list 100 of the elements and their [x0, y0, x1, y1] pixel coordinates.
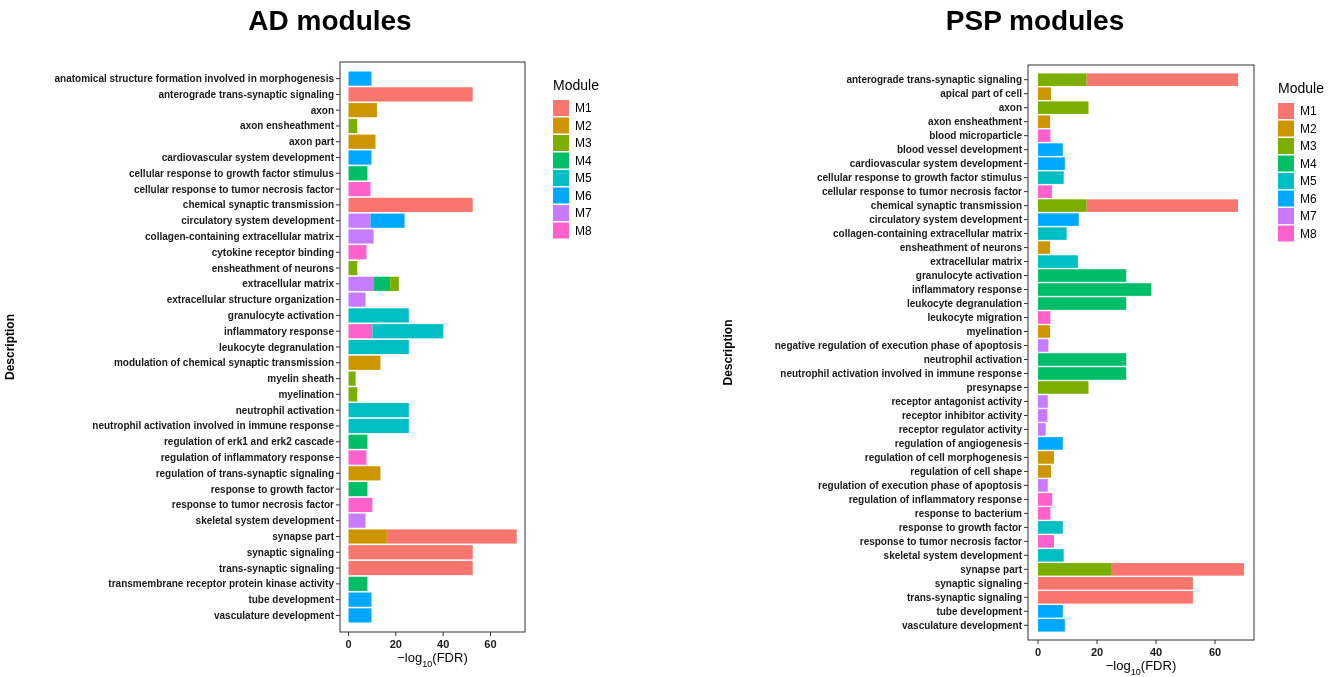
bar: [1038, 199, 1087, 212]
bar: [374, 276, 391, 291]
legend-label: M6: [1300, 191, 1317, 206]
legend-label: M8: [1300, 226, 1317, 241]
bar: [1038, 241, 1051, 254]
y-tick-label: cardiovascular system development: [161, 152, 335, 164]
bar: [1038, 171, 1064, 184]
y-tick-label: skeletal system development: [883, 549, 1023, 561]
y-tick-label: neutrophil activation: [235, 404, 334, 416]
bar: [390, 276, 399, 291]
y-tick-label: chemical synaptic transmission: [182, 199, 334, 211]
y-tick-label: regulation of cell shape: [910, 465, 1023, 477]
legend-label: M2: [1300, 121, 1317, 136]
y-tick-label: vasculature development: [901, 619, 1023, 631]
y-tick-label: regulation of angiogenesis: [894, 437, 1023, 449]
bar: [1038, 549, 1064, 562]
x-tick-label: 40: [1149, 646, 1163, 658]
bar: [1086, 199, 1239, 212]
y-tick-label: neutrophil activation involved in immune response: [92, 420, 335, 432]
legend-label: M6: [575, 188, 592, 203]
y-tick-label: axon: [310, 104, 334, 116]
y-tick-label: transmembrane receptor protein kinase activity: [108, 578, 335, 590]
legend-title: Module: [553, 77, 600, 93]
bar: [348, 87, 473, 102]
y-tick-label: inflammatory response: [223, 325, 335, 337]
bar: [1038, 129, 1051, 142]
legend-label: M4: [575, 153, 592, 168]
bar: [1038, 325, 1051, 338]
bar: [1038, 437, 1063, 450]
bar: [348, 166, 368, 181]
y-tick-label: inflammatory response: [911, 284, 1023, 296]
legend-title: Module: [1278, 80, 1325, 96]
y-tick-label: response to tumor necrosis factor: [859, 535, 1023, 547]
bar: [348, 560, 473, 576]
y-tick-label: anatomical structure formation involved in morphogenesis: [54, 73, 335, 85]
bar: [348, 339, 409, 355]
y-tick-label: negative regulation of execution phase of apoptosis: [774, 340, 1023, 351]
y-tick-label: trans-synaptic signaling: [218, 562, 334, 574]
y-tick-label: receptor regulator activity: [898, 423, 1023, 435]
bar: [1038, 535, 1054, 548]
y-axis-title: Description: [3, 313, 17, 381]
y-tick-label: regulation of trans-synaptic signaling: [155, 467, 334, 479]
bar: [348, 182, 371, 197]
bar: [1038, 73, 1087, 86]
x-tick-label: 60: [484, 638, 497, 650]
bar: [348, 513, 366, 528]
bar: [348, 292, 366, 307]
y-tick-label: ensheathment of neurons: [211, 262, 335, 274]
x-tick-label: 40: [437, 638, 450, 650]
y-tick-label: synapse part: [272, 530, 335, 542]
y-tick-label: extracellular matrix: [930, 256, 1023, 268]
x-tick-label: 60: [1208, 646, 1222, 658]
bar: [1086, 73, 1239, 86]
y-axis-title: Description: [721, 319, 735, 386]
y-tick-label: regulation of erk1 and erk2 cascade: [163, 436, 335, 448]
y-tick-label: cellular response to growth factor stimulus: [128, 167, 335, 179]
y-tick-label: neutrophil activation: [923, 354, 1022, 365]
bar: [1038, 227, 1067, 240]
y-tick-label: myelin sheath: [267, 373, 334, 385]
y-tick-label: cellular response to tumor necrosis factor: [133, 183, 335, 195]
legend-label: M7: [575, 206, 592, 221]
y-tick-label: leukocyte migration: [927, 312, 1022, 324]
bar: [348, 482, 368, 497]
bar: [1038, 479, 1048, 492]
y-tick-label: response to growth factor: [210, 483, 335, 495]
y-tick-label: synapse part: [960, 563, 1023, 575]
y-tick-label: response to bacterium: [914, 507, 1023, 519]
y-tick-label: presynapse: [966, 381, 1023, 393]
bar: [1038, 185, 1052, 198]
legend-label: M3: [1300, 139, 1317, 154]
y-tick-label: circulatory system development: [181, 215, 335, 227]
y-tick-label: blood vessel development: [896, 144, 1023, 156]
bar: [1038, 115, 1051, 128]
y-tick-label: cellular response to growth factor stimulus: [816, 172, 1023, 184]
bar: [348, 260, 358, 276]
bar: [1038, 563, 1112, 576]
bar: [348, 497, 373, 512]
y-tick-label: collagen-containing extracellular matrix: [833, 228, 1023, 240]
y-tick-label: synaptic signaling: [246, 546, 334, 558]
bar: [348, 466, 381, 481]
bar: [348, 197, 473, 212]
y-tick-label: regulation of inflammatory response: [160, 452, 335, 464]
legend-label: M7: [1300, 209, 1317, 224]
y-tick-label: extracellular matrix: [242, 278, 335, 290]
y-tick-label: vasculature development: [213, 609, 335, 621]
y-tick-label: ensheathment of neurons: [899, 242, 1023, 254]
bar: [348, 245, 367, 260]
legend-label: M5: [1300, 174, 1317, 189]
bar: [348, 529, 387, 544]
bar: [1038, 255, 1078, 268]
y-tick-label: receptor inhibitor activity: [901, 409, 1023, 421]
y-tick-label: response to tumor necrosis factor: [171, 499, 335, 511]
y-tick-label: axon ensheathment: [928, 116, 1023, 128]
bar: [1038, 87, 1052, 100]
y-tick-label: regulation of execution phase of apoptosis: [818, 479, 1023, 491]
chart-title: AD modules: [248, 5, 412, 36]
bar: [370, 213, 405, 228]
y-tick-label: neutrophil activation involved in immune response: [780, 367, 1023, 379]
y-tick-label: chemical synaptic transmission: [870, 200, 1022, 212]
bar: [348, 118, 358, 134]
